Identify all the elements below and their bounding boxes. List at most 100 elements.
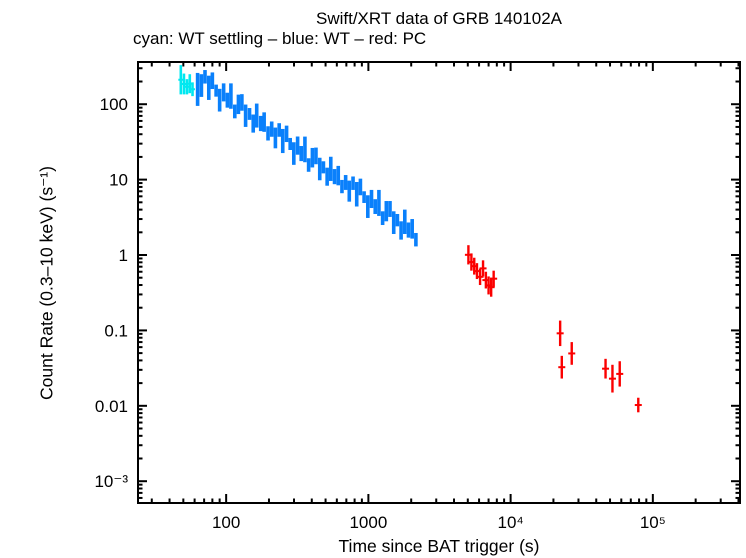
data-point-bar xyxy=(277,123,281,137)
data-point-bar xyxy=(347,180,352,202)
y-tick-label: 100 xyxy=(100,95,128,114)
data-point-bar xyxy=(410,219,414,239)
data-point-bar xyxy=(229,83,233,109)
data-point-center-cap xyxy=(634,404,642,407)
data-point-bar xyxy=(332,169,337,185)
data-point-bar xyxy=(380,211,385,226)
data-point-bar xyxy=(225,92,230,108)
data-point-center-cap xyxy=(464,253,472,256)
data-point-bar xyxy=(251,114,256,133)
data-point-center-cap xyxy=(467,261,475,264)
data-point-bar xyxy=(351,176,355,190)
data-point-bar xyxy=(369,189,374,209)
data-point-bar xyxy=(273,127,278,149)
data-point-bar xyxy=(366,195,370,218)
data-point-center-cap xyxy=(178,78,184,81)
data-point-bar xyxy=(292,142,296,165)
data-point-center-cap xyxy=(608,377,616,380)
data-point-bar xyxy=(266,126,270,141)
data-point-bar xyxy=(399,221,403,240)
data-point-bar xyxy=(336,165,341,186)
data-point-bar xyxy=(210,72,215,90)
data-point-bar xyxy=(388,201,392,217)
data-point-center-cap xyxy=(187,82,193,85)
data-point-bar xyxy=(240,94,244,111)
data-point-bar xyxy=(354,181,359,207)
wt-settling-series xyxy=(178,65,196,97)
data-point-center-cap xyxy=(476,275,484,278)
data-point-bar xyxy=(243,104,248,127)
data-point-bar xyxy=(321,161,326,174)
data-point-bar xyxy=(288,137,292,150)
data-point-bar xyxy=(306,158,311,172)
data-point-bar xyxy=(314,147,318,165)
y-axis-label: Count Rate (0.3–10 keV) (s⁻¹) xyxy=(36,166,57,400)
data-point-bar xyxy=(284,125,289,143)
data-point-bar xyxy=(373,199,378,214)
data-point-center-cap xyxy=(485,284,493,287)
y-tick-label: 0.01 xyxy=(95,397,128,416)
data-point-bar xyxy=(295,136,300,155)
data-point-bar xyxy=(328,156,333,181)
data-point-bar xyxy=(262,112,266,132)
data-point-bar xyxy=(269,121,274,137)
data-point-bar xyxy=(214,84,218,97)
data-point-center-cap xyxy=(556,332,564,335)
data-point-bar xyxy=(310,147,315,168)
pc-series xyxy=(464,245,642,413)
data-point-bar xyxy=(203,70,207,84)
x-tick-label: 10⁴ xyxy=(498,513,524,532)
chart-subtitle: cyan: WT settling – blue: WT – red: PC xyxy=(133,29,427,48)
data-point-bar xyxy=(303,136,307,163)
data-point-bar xyxy=(199,74,204,97)
data-point-bar xyxy=(384,201,389,222)
data-point-bar xyxy=(402,209,407,234)
y-tick-label: 0.1 xyxy=(104,321,128,340)
data-point-center-cap xyxy=(482,279,490,282)
data-point-center-cap xyxy=(470,265,478,268)
data-point-center-cap xyxy=(473,270,481,273)
x-axis-label: Time since BAT trigger (s) xyxy=(338,536,540,556)
data-point-bar xyxy=(406,222,411,238)
data-point-bar xyxy=(217,88,222,112)
chart-title: Swift/XRT data of GRB 140102A xyxy=(315,9,562,28)
data-point-bar xyxy=(299,146,303,162)
data-point-bar xyxy=(195,72,200,106)
data-point-bar xyxy=(280,128,285,154)
data-point-bar xyxy=(236,94,241,115)
plot-frame xyxy=(137,61,741,504)
data-point-center-cap xyxy=(181,82,187,85)
data-point-center-cap xyxy=(558,366,566,369)
data-point-bar xyxy=(414,232,418,247)
data-point-bar xyxy=(325,167,329,186)
data-point-center-cap xyxy=(190,88,196,91)
data-point-bar xyxy=(377,189,381,216)
x-axis: 100 1000 10⁴ 10⁵ xyxy=(212,513,666,532)
y-tick-label: 10 xyxy=(109,171,128,190)
data-point-center-cap xyxy=(490,277,498,280)
data-point-center-cap xyxy=(487,286,495,289)
data-point-bar xyxy=(221,83,226,102)
data-point-bar xyxy=(391,211,396,234)
data-point-center-cap xyxy=(616,372,624,375)
y-tick-label: 10⁻³ xyxy=(94,472,128,491)
data-point-center-cap xyxy=(602,367,610,370)
x-tick-label: 10⁵ xyxy=(640,513,666,532)
wt-series xyxy=(195,70,418,247)
x-tick-label: 100 xyxy=(212,513,240,532)
y-axis: 100 10 1 0.1 0.01 10⁻³ xyxy=(94,95,128,491)
data-point-bar xyxy=(254,103,259,128)
data-point-bar xyxy=(232,104,237,119)
data-point-bar xyxy=(362,191,366,203)
x-tick-label: 1000 xyxy=(349,513,387,532)
data-point-bar xyxy=(358,178,363,196)
data-point-bar xyxy=(343,175,348,190)
data-point-center-cap xyxy=(184,85,190,88)
data-point-bar xyxy=(247,108,252,120)
data-point-center-cap xyxy=(568,352,576,355)
data-point-bar xyxy=(395,213,400,227)
data-point-bar xyxy=(258,115,263,132)
data-point-bar xyxy=(317,157,322,181)
